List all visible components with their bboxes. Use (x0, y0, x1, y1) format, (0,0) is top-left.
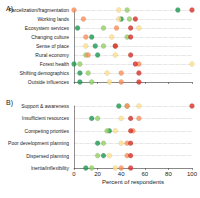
svg-text:A): A) (6, 5, 13, 13)
svg-text:Competing priorities: Competing priorities (25, 128, 70, 134)
svg-text:Poor development planning: Poor development planning (8, 140, 69, 146)
svg-text:Dispersed planning: Dispersed planning (26, 153, 69, 159)
svg-text:Forest health: Forest health (40, 61, 69, 67)
svg-text:Support & awareness: Support & awareness (21, 103, 69, 109)
svg-text:60: 60 (141, 171, 148, 177)
svg-text:100: 100 (187, 171, 198, 177)
svg-text:0: 0 (72, 171, 76, 177)
svg-text:B): B) (6, 99, 13, 107)
svg-text:Ecosystem services: Ecosystem services (25, 25, 70, 31)
svg-text:Inertia/inflexibility: Inertia/inflexibility (31, 165, 70, 171)
svg-text:20: 20 (94, 171, 101, 177)
svg-text:Outside influences: Outside influences (28, 79, 70, 85)
svg-text:40: 40 (118, 171, 125, 177)
svg-text:Changing culture: Changing culture (31, 34, 69, 40)
svg-text:80: 80 (165, 171, 172, 177)
svg-text:Parcelization/fragmentation: Parcelization/fragmentation (8, 7, 69, 13)
svg-text:Percent of respondents: Percent of respondents (102, 179, 164, 185)
svg-text:Insufficient resources: Insufficient resources (22, 115, 70, 121)
svg-text:Sense of place: Sense of place (36, 43, 69, 49)
svg-text:Rural economy: Rural economy (35, 52, 69, 58)
svg-text:Working lands: Working lands (37, 16, 69, 22)
svg-text:Shifting demographics: Shifting demographics (20, 70, 70, 76)
